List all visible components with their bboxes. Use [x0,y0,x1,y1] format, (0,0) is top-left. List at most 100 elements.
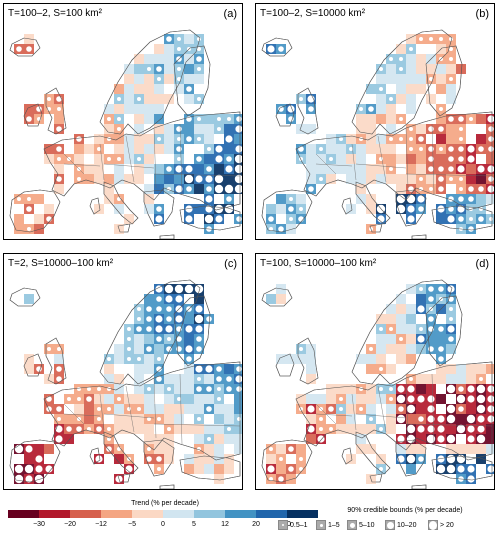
trend-cell [486,444,494,454]
credible-bound-dot [468,226,474,232]
credible-bound-dot [46,396,52,402]
trend-cell [356,194,366,204]
trend-cell [436,394,446,404]
credible-bound-dot [107,357,111,361]
trend-cell [214,434,224,444]
trend-cell [134,64,144,74]
credible-bound-dot [476,394,486,404]
credible-bound-dot [406,424,416,434]
credible-bound-dot [478,186,484,192]
credible-bound-dot [438,286,444,292]
bound-label: 0.5–1 [290,521,308,529]
trend-cell [286,354,296,364]
trend-cell [184,364,194,374]
credible-bound-dot [25,445,33,453]
credible-bound-dot [396,194,406,204]
trend-cell [164,94,174,104]
trend-cell [194,184,204,194]
colorbar-swatch [132,510,163,518]
trend-cell [416,154,426,164]
trend-cell [204,454,214,464]
map-b [261,29,494,239]
credible-bound-dot [368,106,374,112]
country-border [63,153,85,175]
trend-cell [416,164,426,174]
trend-cell [214,424,224,434]
trend-cell [356,424,366,434]
trend-cell [144,294,154,304]
credible-bound-dot [56,176,62,182]
trend-cell [94,204,104,214]
trend-cell [396,314,406,324]
credible-bound-dot [76,426,82,432]
credible-bound-dot [339,407,343,411]
credible-bound-dot [45,465,53,473]
trend-cell [426,94,436,104]
credible-bound-dot [195,175,203,183]
country-border [179,373,183,445]
colorbar-swatch [70,510,101,518]
credible-bound-dot [235,375,242,383]
trend-cell [396,44,406,54]
trend-cell [366,164,376,174]
trend-cell [406,314,416,324]
panel-title: T=100–2, S=100 km² [8,8,102,19]
credible-bound-dot [319,427,323,431]
trend-cell [416,84,426,94]
country-border [179,123,183,195]
credible-bound-dot [176,126,182,132]
trend-cell [486,194,494,204]
trend-cell [204,114,214,124]
trend-cell [124,104,134,114]
credible-bound-dot [217,127,221,131]
credible-bound-dot [237,417,241,421]
panel-title: T=2, S=10000–100 km² [8,258,114,269]
credible-bound-dot [185,215,193,223]
trend-cell [306,154,316,164]
trend-cell [326,174,336,184]
credible-bound-dot [186,186,192,192]
trend-cell [204,424,214,434]
credible-bound-dot [26,206,32,212]
credible-bound-dot [117,127,121,131]
country-border [405,423,493,427]
map-panel-c: T=2, S=10000–100 km² (c) [3,253,243,490]
credible-bound-dot [197,117,201,121]
trend-cell [144,354,154,364]
trend-cell [124,144,134,154]
colorbar-swatch [101,510,132,518]
trend-cell [224,434,234,444]
credible-bound-dot [47,97,51,101]
credible-bound-dot [308,106,314,112]
credible-bound-dot [459,127,463,131]
trend-cell [174,414,184,424]
credible-bound-dot [205,365,213,373]
credible-bound-dot [399,337,403,341]
country-border [153,127,157,189]
trend-cell [234,404,242,414]
credible-bound-dot [177,397,181,401]
credible-bound-dot [155,215,163,223]
credible-bound-dot [167,387,171,391]
panel-label: (c) [224,258,237,270]
trend-cell [134,54,144,64]
trend-cell [456,414,466,424]
credible-bound-dot [288,466,294,472]
country-border [405,377,409,439]
credible-bound-dot [428,286,434,292]
trend-cell [124,134,134,144]
credible-bound-dot [137,407,141,411]
bound-label: 10–20 [397,521,417,529]
trend-cell [184,334,194,344]
coastline [23,103,43,127]
credible-bound-dot [177,157,181,161]
credible-bound-dot [117,117,121,121]
trend-cell [184,384,194,394]
credible-bound-dot [429,77,433,81]
trend-cell [154,144,164,154]
credible-bound-dot [359,107,363,111]
credible-bound-dot [459,137,463,141]
credible-bound-dot [195,325,203,333]
trend-cell [234,134,242,144]
trend-cell [456,444,466,454]
